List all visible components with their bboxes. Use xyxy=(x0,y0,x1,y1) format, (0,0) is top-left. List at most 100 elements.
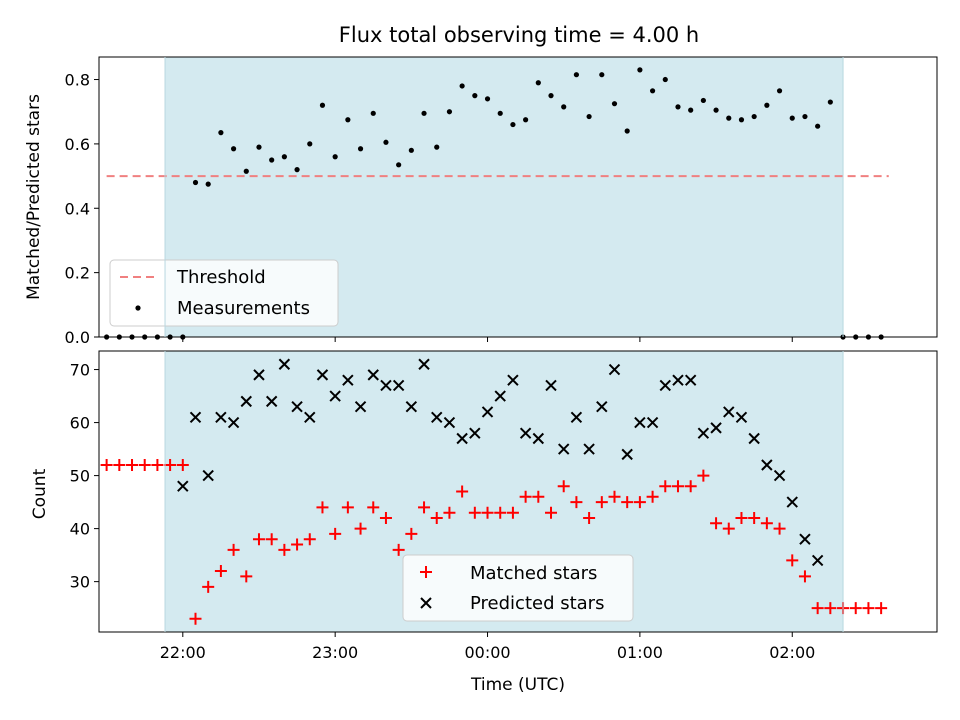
measurements-legend-swatch xyxy=(135,305,141,311)
measurement-point xyxy=(776,88,783,94)
measurement-point xyxy=(624,128,630,134)
measurement-point xyxy=(497,110,503,116)
measurement-point xyxy=(637,67,643,73)
matched-star-point xyxy=(468,506,481,519)
y-tick-label: 50 xyxy=(70,467,90,486)
measurement-point xyxy=(218,130,224,136)
predicted-star-point xyxy=(532,432,545,445)
top-axes-frame xyxy=(98,56,938,338)
matched-star-point xyxy=(710,517,723,530)
measurement-point xyxy=(192,179,199,186)
matched-star-point xyxy=(646,490,659,503)
measurement-point xyxy=(548,93,554,99)
measurement-point xyxy=(345,117,351,123)
threshold-legend-label: Threshold xyxy=(176,267,266,288)
predicted-star-point xyxy=(316,369,329,381)
predicted-star-point xyxy=(545,379,557,392)
predicted-star-point xyxy=(456,432,468,445)
predicted-star-point xyxy=(723,406,735,418)
measurement-point xyxy=(726,115,732,121)
predicted-star-point xyxy=(392,379,405,392)
measurement-point xyxy=(294,167,300,173)
matched-star-point xyxy=(176,458,189,471)
bottom-legend-box xyxy=(402,554,634,622)
measurement-point xyxy=(434,144,440,150)
measurement-point xyxy=(662,76,668,83)
measurement-point xyxy=(599,72,605,78)
measurement-point xyxy=(751,113,757,120)
predicted-star-point xyxy=(710,422,722,434)
matched-star-point xyxy=(214,565,227,578)
matched-star-point xyxy=(138,458,151,471)
y-tick-label: 30 xyxy=(70,573,90,592)
predicted-star-point xyxy=(329,390,341,402)
matched-star-point xyxy=(316,501,329,514)
top-legend: Threshold Measurements xyxy=(109,259,339,327)
predicted-star-point xyxy=(697,427,710,439)
predicted-star-point xyxy=(659,379,671,392)
measurement-point xyxy=(815,123,821,129)
matched-star-point xyxy=(418,501,431,514)
measurement-point xyxy=(243,168,249,174)
measurement-point xyxy=(649,88,656,94)
top-y-ticks: 0.0 0.2 0.4 0.6 0.8 xyxy=(65,71,99,347)
measurement-point xyxy=(205,181,211,187)
predicted-star-point xyxy=(189,411,202,423)
y-tick-label: 0.2 xyxy=(65,264,90,283)
measurement-point xyxy=(700,97,706,104)
predicted-star-point xyxy=(519,427,532,439)
predicted-star-point xyxy=(380,379,392,392)
matched-star-point xyxy=(227,543,240,556)
matched-star-point xyxy=(557,480,570,493)
predicted-star-point xyxy=(265,395,278,408)
matched-star-point xyxy=(633,496,646,509)
predicted-star-point xyxy=(278,358,291,370)
measurement-point xyxy=(472,93,478,99)
predicted-star-point xyxy=(240,395,252,408)
y-tick-label: 0.8 xyxy=(65,71,90,90)
top-x-ticks xyxy=(182,337,793,342)
predicted-star-point xyxy=(684,374,697,386)
bottom-y-ticks: 30 40 50 60 70 xyxy=(70,361,99,592)
measurement-point xyxy=(357,146,364,152)
matched-star-point xyxy=(430,512,443,525)
matched-star-point xyxy=(519,490,532,503)
matched-star-point xyxy=(875,602,888,615)
y-tick-label: 60 xyxy=(70,414,90,433)
y-tick-label: 40 xyxy=(70,520,90,539)
matched-star-point xyxy=(659,480,672,493)
matched-star-point xyxy=(824,602,837,615)
matched-star-point xyxy=(392,543,405,556)
matched-star-point xyxy=(113,458,126,471)
matched-star-point xyxy=(126,458,139,471)
predicted-star-point xyxy=(646,416,659,429)
measurement-point xyxy=(319,102,326,108)
predicted-star-point xyxy=(672,374,684,386)
bottom-y-axis-label: Count xyxy=(30,468,50,519)
matched-star-point xyxy=(291,538,304,551)
matched-star-point xyxy=(494,506,507,519)
predicted-star-point xyxy=(608,363,621,376)
top-panel: 0.00.20.40.60.8 Matched/Predicted stars … xyxy=(24,56,938,347)
matched-star-point xyxy=(583,512,596,525)
measurement-point xyxy=(332,154,338,160)
matched-star-point xyxy=(303,533,316,546)
predicted-star-point xyxy=(811,554,824,567)
matched-star-point xyxy=(456,485,469,498)
matched-star-point xyxy=(506,506,519,519)
measurement-point xyxy=(307,141,313,147)
y-tick-label: 0.6 xyxy=(65,135,90,154)
predicted-star-point xyxy=(291,400,303,413)
matched-star-point xyxy=(341,501,354,514)
predicted-star-point xyxy=(583,443,595,455)
matched-star-point xyxy=(545,506,558,519)
predicted-star-point xyxy=(735,411,748,423)
matched-legend-label: Matched stars xyxy=(470,563,597,584)
predicted-stars-series xyxy=(177,358,824,567)
matched-star-point xyxy=(735,512,748,525)
matched-star-point xyxy=(811,602,824,615)
measurement-point xyxy=(459,83,465,89)
x-tick-label: 02:00 xyxy=(769,643,815,662)
predicted-star-point xyxy=(799,533,811,545)
